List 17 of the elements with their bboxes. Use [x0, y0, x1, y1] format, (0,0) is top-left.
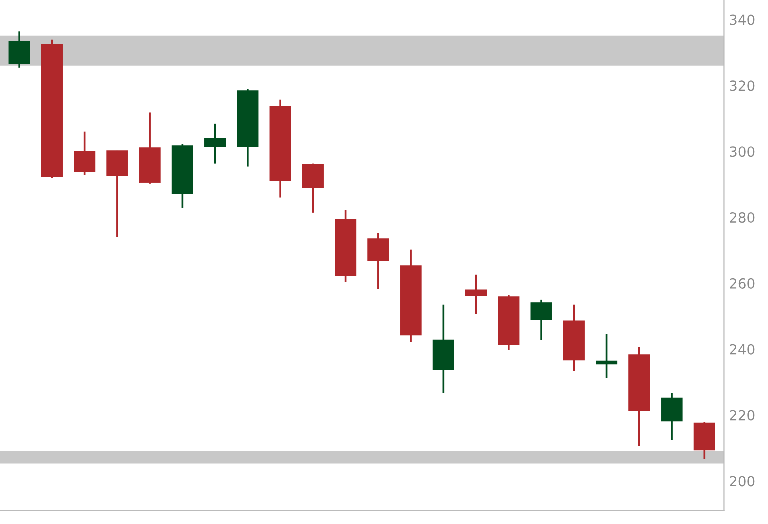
y-tick-label: 200 [730, 476, 755, 487]
candlestick [74, 130, 96, 176]
y-tick-label: 240 [730, 344, 755, 355]
y-tick-label: 320 [730, 80, 755, 92]
y-tick-label: 340 [730, 14, 755, 26]
y-tick-label: 260 [730, 278, 755, 289]
candlestick [596, 333, 618, 379]
y-tick-label: 220 [730, 410, 755, 421]
candlestick [302, 162, 324, 214]
candlestick [8, 30, 30, 69]
candlestick [661, 392, 683, 441]
candlestick [466, 274, 488, 316]
candlestick [368, 232, 390, 290]
y-tick-label: 300 [730, 146, 755, 158]
candlestick [204, 123, 226, 165]
candlestick [530, 299, 552, 342]
y-tick-label: 280 [730, 212, 755, 224]
